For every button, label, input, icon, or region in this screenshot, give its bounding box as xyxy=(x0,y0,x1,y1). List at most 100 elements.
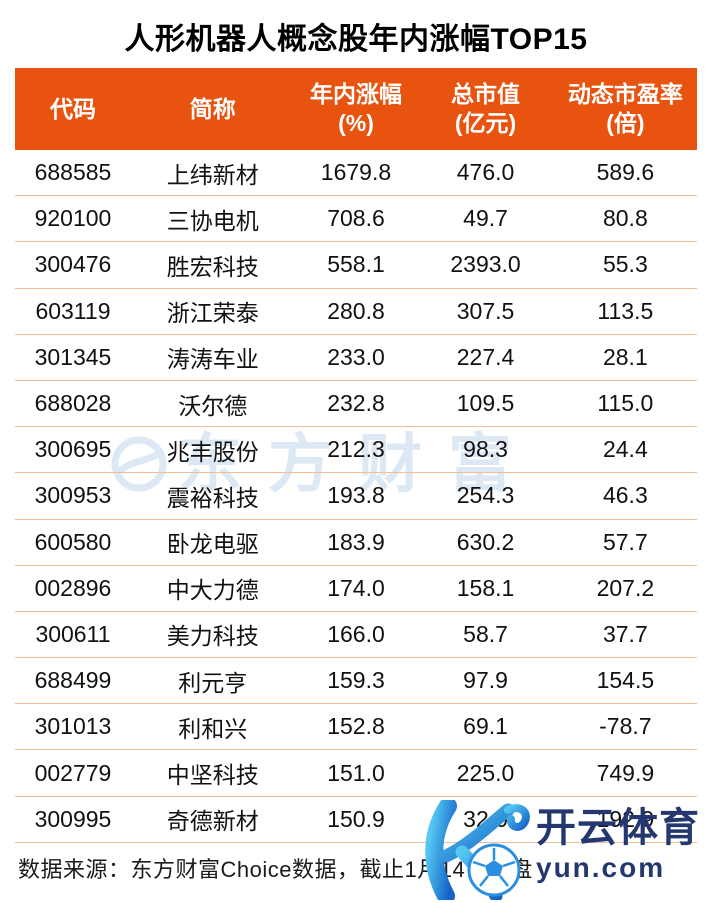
column-header-code: 代码 xyxy=(15,68,131,150)
market-cap: 2393.0 xyxy=(450,251,521,278)
ytd-change: 558.1 xyxy=(327,251,385,278)
ytd-change: 212.3 xyxy=(327,436,385,463)
table-row: 300953 震裕科技 193.8 254.3 46.3 xyxy=(15,473,697,520)
market-cap: 254.3 xyxy=(456,482,515,509)
column-header-line: 年内涨幅 xyxy=(309,81,402,108)
pe-ratio: 113.5 xyxy=(597,297,654,324)
market-cap: 58.7 xyxy=(463,620,508,647)
stock-code: 688499 xyxy=(34,667,112,694)
column-header-unit: (倍) xyxy=(606,110,645,136)
stock-code: 300695 xyxy=(34,436,112,463)
stock-name: 美力科技 xyxy=(166,623,259,650)
kaiyun-domain-text: yun.com xyxy=(536,852,666,883)
pe-ratio: 154.5 xyxy=(596,667,655,694)
page-title: 人形机器人概念股年内涨幅TOP15 xyxy=(124,23,588,56)
ytd-change: 159.3 xyxy=(327,667,385,694)
stock-name: 胜宏科技 xyxy=(166,253,259,280)
table-row: 920100 三协电机 708.6 49.7 80.8 xyxy=(15,196,697,243)
stock-code: 600580 xyxy=(34,528,112,555)
stock-name: 浙江荣泰 xyxy=(166,300,259,327)
market-cap: 227.4 xyxy=(456,343,515,370)
stock-code: 300476 xyxy=(34,251,112,278)
market-cap: 158.1 xyxy=(456,574,515,601)
stock-code: 300953 xyxy=(34,482,112,509)
pe-ratio: -78.7 xyxy=(599,713,652,740)
stock-code: 300611 xyxy=(35,620,111,647)
table-row: 002779 中坚科技 151.0 225.0 749.9 xyxy=(15,750,697,797)
table-row: 301345 涛涛车业 233.0 227.4 28.1 xyxy=(15,335,697,381)
table-row: 688585 上纬新材 1679.8 476.0 589.6 xyxy=(15,150,697,197)
ytd-change: 232.8 xyxy=(327,390,385,417)
table-row: 688028 沃尔德 232.8 109.5 115.0 xyxy=(15,381,697,428)
column-header-pe-ratio: 动态市盈率 (倍) xyxy=(554,68,697,150)
market-cap: 97.9 xyxy=(463,667,508,694)
ytd-change: 150.9 xyxy=(327,805,385,832)
table-header: 代码 简称 年内涨幅 (%) 总市值 (亿元) 动态市盈率 (倍) xyxy=(15,68,697,150)
stocks-table: 代码 简称 年内涨幅 (%) 总市值 (亿元) 动态市盈率 (倍) 688585… xyxy=(15,68,697,843)
stock-name: 中大力德 xyxy=(166,577,259,604)
ytd-change: 1679.8 xyxy=(320,159,392,186)
market-cap: 98.3 xyxy=(463,436,508,463)
market-cap: 225.0 xyxy=(456,759,515,786)
ytd-change: 151.0 xyxy=(327,759,385,786)
column-header-ytd-change: 年内涨幅 (%) xyxy=(295,68,418,150)
market-cap: 109.5 xyxy=(456,390,515,417)
pe-ratio: 57.7 xyxy=(602,528,648,555)
stock-code: 301345 xyxy=(34,343,112,370)
stock-name: 利元亨 xyxy=(178,669,248,696)
column-header-line: 总市值 xyxy=(451,81,521,108)
table-row: 603119 浙江荣泰 280.8 307.5 113.5 xyxy=(15,289,697,335)
pe-ratio: 192.9 xyxy=(596,805,655,832)
market-cap: 32.0 xyxy=(463,805,508,832)
table-row: 688499 利元亨 159.3 97.9 154.5 xyxy=(15,658,697,705)
ytd-change: 280.8 xyxy=(327,297,385,324)
table-body: 688585 上纬新材 1679.8 476.0 589.6 920100 三协电机 708.… xyxy=(15,150,697,843)
stock-code: 301013 xyxy=(34,713,112,740)
column-header-line: 动态市盈率 xyxy=(567,81,683,108)
column-header-name: 简称 xyxy=(131,68,295,150)
table-row: 600580 卧龙电驱 183.9 630.2 57.7 xyxy=(15,520,697,566)
column-header-line: 代码 xyxy=(49,95,96,122)
pe-ratio: 749.9 xyxy=(596,759,655,786)
stock-code: 603119 xyxy=(35,297,111,324)
market-cap: 476.0 xyxy=(456,159,515,186)
column-header-market-cap: 总市值 (亿元) xyxy=(417,68,553,150)
table-row: 300695 兆丰股份 212.3 98.3 24.4 xyxy=(15,427,697,474)
stock-name: 三协电机 xyxy=(166,207,259,234)
pe-ratio: 207.2 xyxy=(596,574,655,601)
column-header-unit: (%) xyxy=(338,110,374,136)
column-header-line: 简称 xyxy=(189,95,236,122)
pe-ratio: 115.0 xyxy=(597,390,654,417)
stock-code: 688585 xyxy=(34,159,112,186)
stock-name: 中坚科技 xyxy=(166,762,259,789)
stock-code: 300995 xyxy=(34,805,112,832)
table-row: 300995 奇德新材 150.9 32.0 192.9 xyxy=(15,797,697,843)
pe-ratio: 24.4 xyxy=(602,436,648,463)
ytd-change: 193.8 xyxy=(327,482,385,509)
ytd-change: 174.0 xyxy=(327,574,385,601)
column-header-unit: (亿元) xyxy=(454,110,517,136)
market-cap: 69.1 xyxy=(463,713,508,740)
stock-code: 688028 xyxy=(34,390,112,417)
table-row: 300611 美力科技 166.0 58.7 37.7 xyxy=(15,612,697,659)
stock-name: 沃尔德 xyxy=(178,392,248,419)
pe-ratio: 589.6 xyxy=(596,159,655,186)
pe-ratio: 80.8 xyxy=(602,205,648,232)
ytd-change: 166.0 xyxy=(327,620,385,647)
stock-code: 920100 xyxy=(34,205,112,232)
stock-name: 卧龙电驱 xyxy=(166,531,259,558)
table-row: 002896 中大力德 174.0 158.1 207.2 xyxy=(15,566,697,612)
pe-ratio: 46.3 xyxy=(602,482,648,509)
ytd-change: 183.9 xyxy=(327,528,385,555)
stock-code: 002896 xyxy=(34,574,112,601)
ytd-change: 152.8 xyxy=(327,713,385,740)
ytd-change: 233.0 xyxy=(327,343,385,370)
stock-name: 兆丰股份 xyxy=(166,438,259,465)
table-row: 300476 胜宏科技 558.1 2393.0 55.3 xyxy=(15,242,697,289)
pe-ratio: 37.7 xyxy=(602,620,648,647)
pe-ratio: 28.1 xyxy=(602,343,648,370)
pe-ratio: 55.3 xyxy=(602,251,648,278)
stock-name: 上纬新材 xyxy=(166,161,259,188)
market-cap: 630.2 xyxy=(456,528,515,555)
